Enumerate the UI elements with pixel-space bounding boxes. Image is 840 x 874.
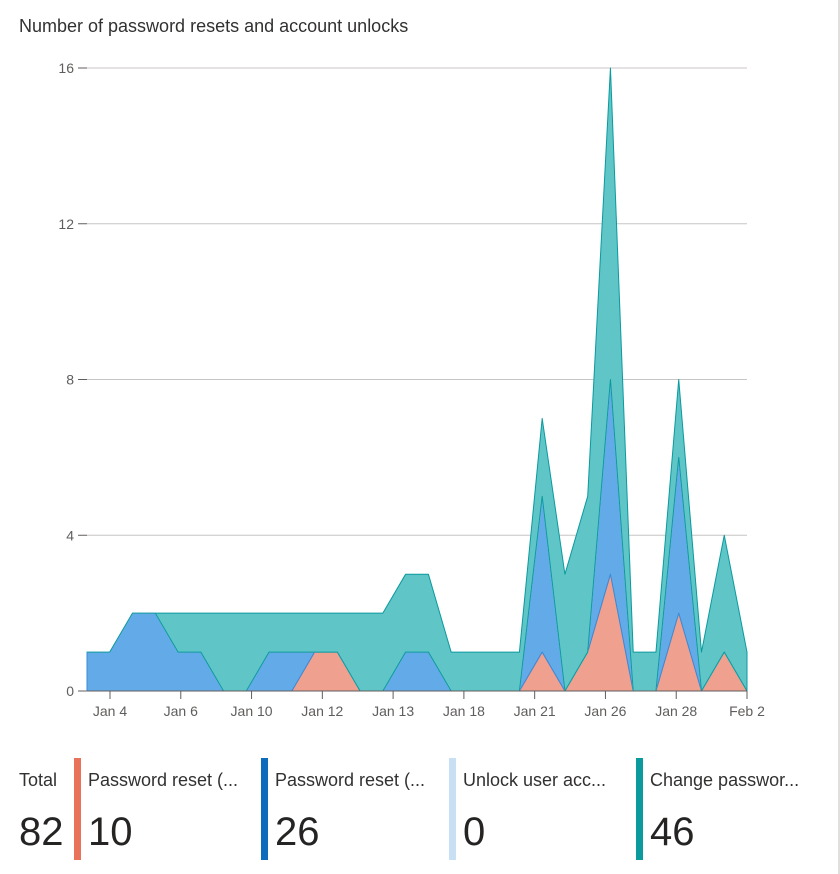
- legend-item-unlock-user[interactable]: Unlock user acc... 0: [449, 758, 627, 860]
- legend-color-swatch: [636, 758, 643, 860]
- legend-item-value: 46: [650, 810, 695, 854]
- legend-item-value: 0: [463, 810, 486, 854]
- x-tick-label: Feb 2: [729, 703, 765, 719]
- x-tick-label: Jan 6: [164, 703, 198, 719]
- y-tick-label: 4: [66, 527, 74, 543]
- x-tick-label: Jan 21: [514, 703, 556, 719]
- x-tick-label: Jan 26: [584, 703, 626, 719]
- x-tick-label: Jan 12: [301, 703, 343, 719]
- chart-title: Number of password resets and account un…: [19, 16, 409, 36]
- y-tick-label: 16: [58, 60, 74, 76]
- legend-item-label: Change passwor...: [650, 770, 800, 790]
- legend-item-label: Password reset (...: [88, 770, 239, 790]
- legend: Total 82 Password reset (... 10 Password…: [0, 758, 840, 868]
- x-tick-label: Jan 13: [372, 703, 414, 719]
- legend-color-swatch: [261, 758, 268, 860]
- legend-item-value: 10: [88, 810, 133, 854]
- legend-item-value: 26: [275, 810, 320, 854]
- x-tick-label: Jan 18: [443, 703, 485, 719]
- legend-total-value: 82: [19, 810, 64, 854]
- legend-color-swatch: [74, 758, 81, 860]
- y-tick-label: 0: [66, 683, 74, 699]
- legend-item-label: Unlock user acc...: [463, 770, 607, 790]
- legend-item-label: Password reset (...: [275, 770, 426, 790]
- legend-item-password-reset-1[interactable]: Password reset (... 10: [74, 758, 252, 860]
- legend-item-password-reset-2[interactable]: Password reset (... 26: [261, 758, 439, 860]
- area-chart: 0 4 8 12 16 Jan 4 Jan 6 Jan 10 Jan 12 Jan 13 Jan 1…: [58, 60, 765, 719]
- y-tick-label: 8: [66, 372, 74, 388]
- area-series-4: [86, 67, 748, 692]
- legend-total: Total 82: [19, 758, 79, 860]
- y-tick-label: 12: [58, 216, 74, 232]
- panel-border: [838, 0, 840, 874]
- legend-item-change-password[interactable]: Change passwor... 46: [636, 758, 826, 860]
- legend-total-label: Total: [19, 770, 58, 790]
- x-tick-label: Jan 28: [655, 703, 697, 719]
- x-tick-label: Jan 4: [93, 703, 127, 719]
- legend-color-swatch: [449, 758, 456, 860]
- x-tick-label: Jan 10: [231, 703, 273, 719]
